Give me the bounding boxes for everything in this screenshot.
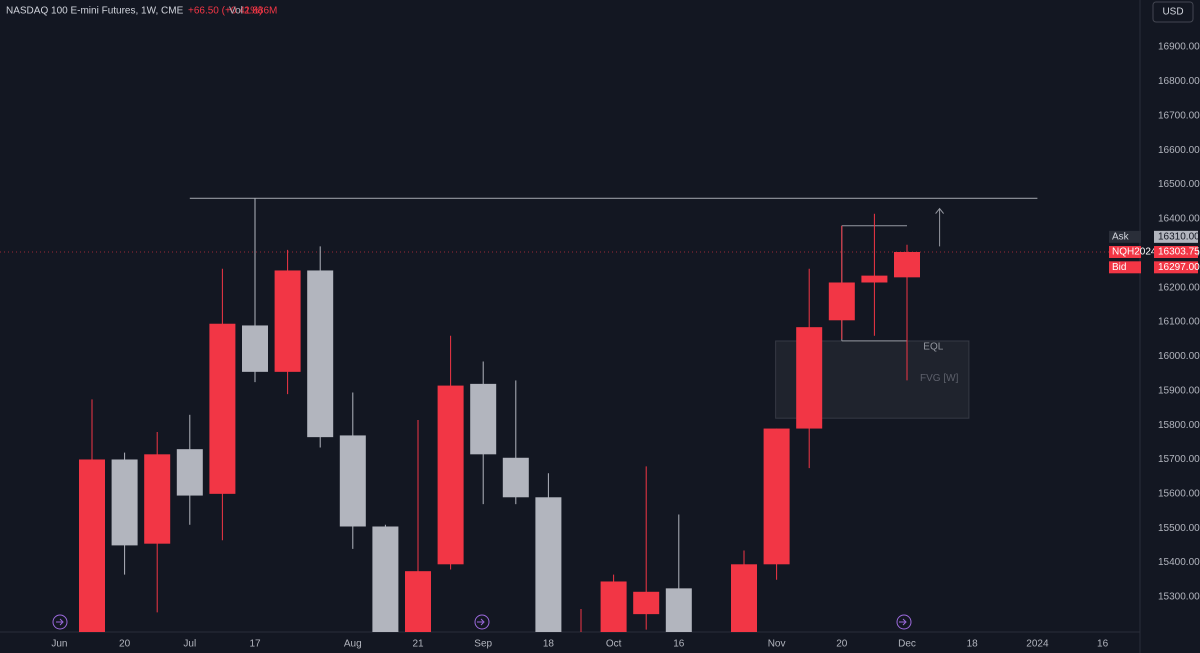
- x-tick-label: 18: [967, 639, 979, 650]
- candle-body: [796, 327, 823, 429]
- price-tag-name: Bid: [1112, 262, 1126, 273]
- y-tick-label: 16600.00: [1158, 145, 1200, 156]
- candle-body: [144, 454, 171, 544]
- price-tag-box: [1154, 245, 1198, 258]
- x-tick-label: Dec: [898, 639, 916, 650]
- y-tick-label: 16000.00: [1158, 351, 1200, 362]
- candle-body: [111, 459, 138, 546]
- price-tag-box: [1154, 261, 1198, 274]
- y-tick-label: 15700.00: [1158, 454, 1200, 465]
- event-icon: [52, 614, 912, 630]
- x-tick-label: 16: [1097, 639, 1109, 650]
- volume-value: 2.886M: [244, 6, 277, 17]
- price-change: +66.50 (+0.41%): [188, 6, 263, 17]
- x-tick-label: 16: [673, 639, 685, 650]
- price-tag-name: Ask: [1112, 231, 1130, 242]
- x-tick-label: Sep: [474, 639, 492, 650]
- x-tick-label: 18: [543, 639, 555, 650]
- candle-body: [209, 323, 236, 494]
- arrow: [935, 207, 944, 247]
- candle-body: [861, 275, 888, 283]
- x-tick-label: 20: [836, 639, 848, 650]
- candle-body: [470, 383, 497, 455]
- price-tag-value: 16310.00: [1158, 231, 1200, 242]
- y-tick-label: 16100.00: [1158, 317, 1200, 328]
- price-tag-value: 16297.00: [1158, 262, 1200, 273]
- y-tick-label: 15900.00: [1158, 385, 1200, 396]
- y-tick-label: 15300.00: [1158, 592, 1200, 603]
- currency-button[interactable]: [1152, 1, 1194, 23]
- y-tick-label: 15800.00: [1158, 420, 1200, 431]
- candle-body: [274, 270, 301, 372]
- candle-body: [633, 591, 660, 615]
- candle-body: [339, 435, 366, 527]
- y-tick-label: 16500.00: [1158, 179, 1200, 190]
- candle-body: [828, 282, 855, 321]
- y-tick-label: 15400.00: [1158, 557, 1200, 568]
- candle-body: [372, 526, 399, 632]
- candle-body: [535, 497, 562, 632]
- y-tick-label: 15600.00: [1158, 488, 1200, 499]
- candle-body: [437, 385, 464, 565]
- y-tick-label: 16900.00: [1158, 42, 1200, 53]
- candle-body: [405, 571, 431, 632]
- candle-body: [731, 564, 757, 632]
- candle-body: [600, 581, 627, 632]
- currency-label[interactable]: USD: [1162, 7, 1183, 18]
- candle-body: [176, 449, 203, 496]
- x-tick-label: Oct: [606, 639, 622, 650]
- x-tick-label: 2024: [1026, 639, 1049, 650]
- price-tag: [1109, 230, 1141, 243]
- candle-body: [242, 325, 268, 372]
- x-tick-label: 17: [249, 639, 261, 650]
- x-tick-label: Jul: [183, 639, 196, 650]
- price-tag-name: NQH2024: [1112, 247, 1157, 258]
- x-tick-label: 21: [412, 639, 424, 650]
- price-tag: [1109, 261, 1141, 274]
- y-tick-label: 16800.00: [1158, 76, 1200, 87]
- x-tick-label: Nov: [768, 639, 786, 650]
- y-tick-label: 16400.00: [1158, 214, 1200, 225]
- candle-body: [307, 270, 334, 438]
- plot-area: FVG [W] EQL: [0, 197, 1140, 632]
- y-tick-label: 16700.00: [1158, 110, 1200, 121]
- symbol-title: NASDAQ 100 E-mini Futures, 1W, CME: [6, 6, 184, 17]
- candle-body: [763, 428, 790, 565]
- candle-body: [502, 457, 529, 498]
- volume-label: Vol: [229, 6, 243, 17]
- x-tick-label: Aug: [344, 639, 362, 650]
- candle-body: [894, 251, 920, 278]
- x-tick-label: Jun: [51, 639, 67, 650]
- candle-body: [79, 459, 105, 632]
- price-tag-value: 16303.75: [1158, 247, 1200, 258]
- price-tag: [1109, 245, 1141, 258]
- y-tick-label: 16200.00: [1158, 282, 1200, 293]
- price-tag-box: [1154, 230, 1198, 243]
- fvg-label: FVG [W]: [920, 373, 959, 384]
- x-tick-label: 20: [119, 639, 131, 650]
- candle-body: [665, 588, 692, 632]
- y-tick-label: 15500.00: [1158, 523, 1200, 534]
- eql-label: EQL: [923, 342, 943, 353]
